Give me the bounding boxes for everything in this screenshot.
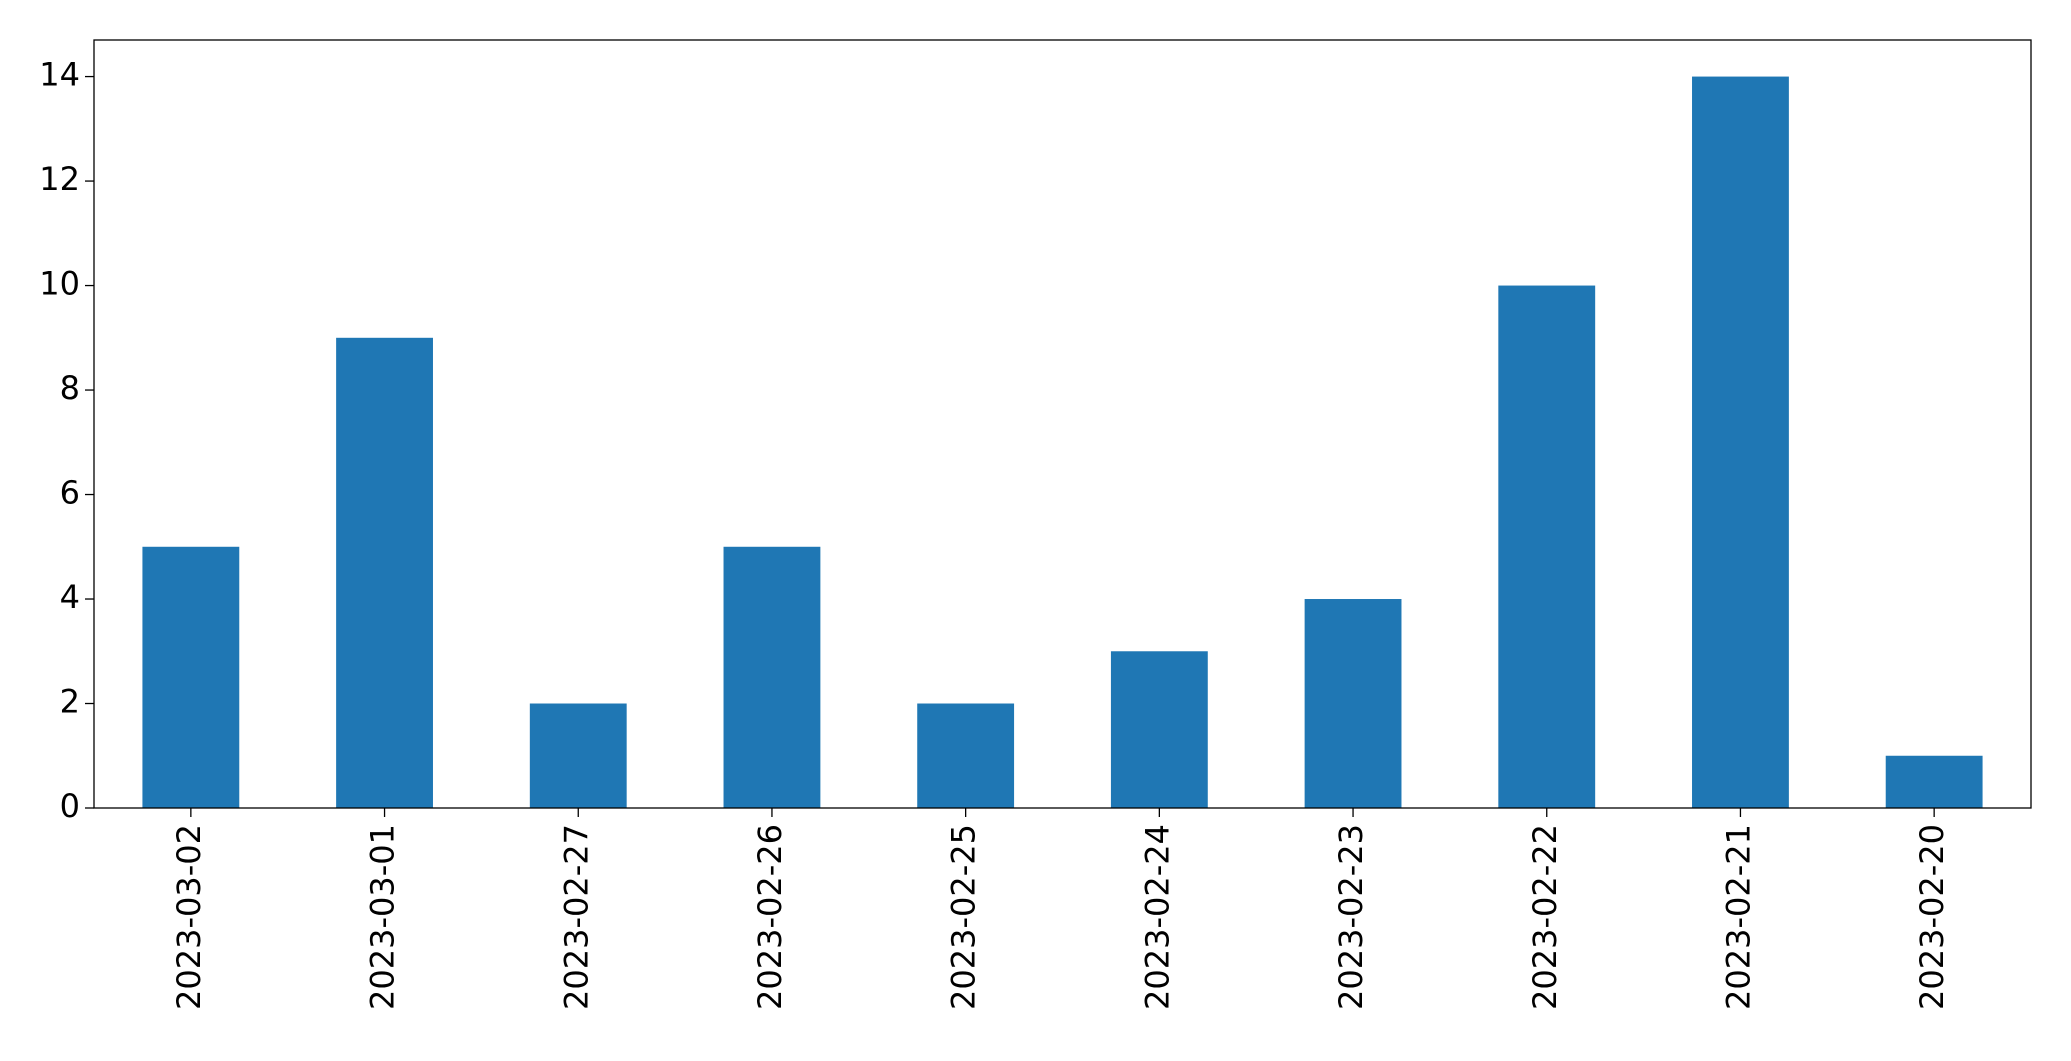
bar (142, 546, 240, 808)
x-tick-label: 2023-02-25 (945, 824, 983, 1010)
plot-frame (93, 39, 2032, 809)
x-tick-label: 2023-02-21 (1719, 824, 1757, 1010)
y-tick-label: 10 (39, 265, 80, 303)
bar (1498, 285, 1596, 808)
y-tick-label: 4 (60, 578, 80, 616)
x-tick-label: 2023-02-23 (1332, 824, 1370, 1010)
x-tick-label: 2023-02-20 (1913, 824, 1951, 1010)
x-tick-label: 2023-02-22 (1526, 824, 1564, 1010)
x-tick-label: 2023-02-24 (1138, 824, 1176, 1010)
y-tick-label: 14 (39, 56, 80, 94)
y-tick-label: 6 (60, 474, 80, 512)
y-tick-label: 12 (39, 160, 80, 198)
y-tick-label: 0 (60, 787, 80, 825)
x-tick-label: 2023-03-01 (364, 824, 402, 1010)
bar (1692, 76, 1789, 809)
bar (1110, 651, 1208, 808)
bar (917, 703, 1015, 808)
x-tick-label: 2023-02-27 (557, 824, 595, 1010)
bar (1885, 755, 1983, 808)
bar (336, 337, 433, 808)
bar (1304, 599, 1402, 808)
bar (723, 546, 821, 808)
y-tick-label: 2 (60, 683, 80, 721)
bar (529, 703, 627, 808)
x-tick-label: 2023-03-02 (170, 824, 208, 1010)
y-tick-label: 8 (60, 369, 80, 407)
x-tick-label: 2023-02-26 (751, 824, 789, 1010)
